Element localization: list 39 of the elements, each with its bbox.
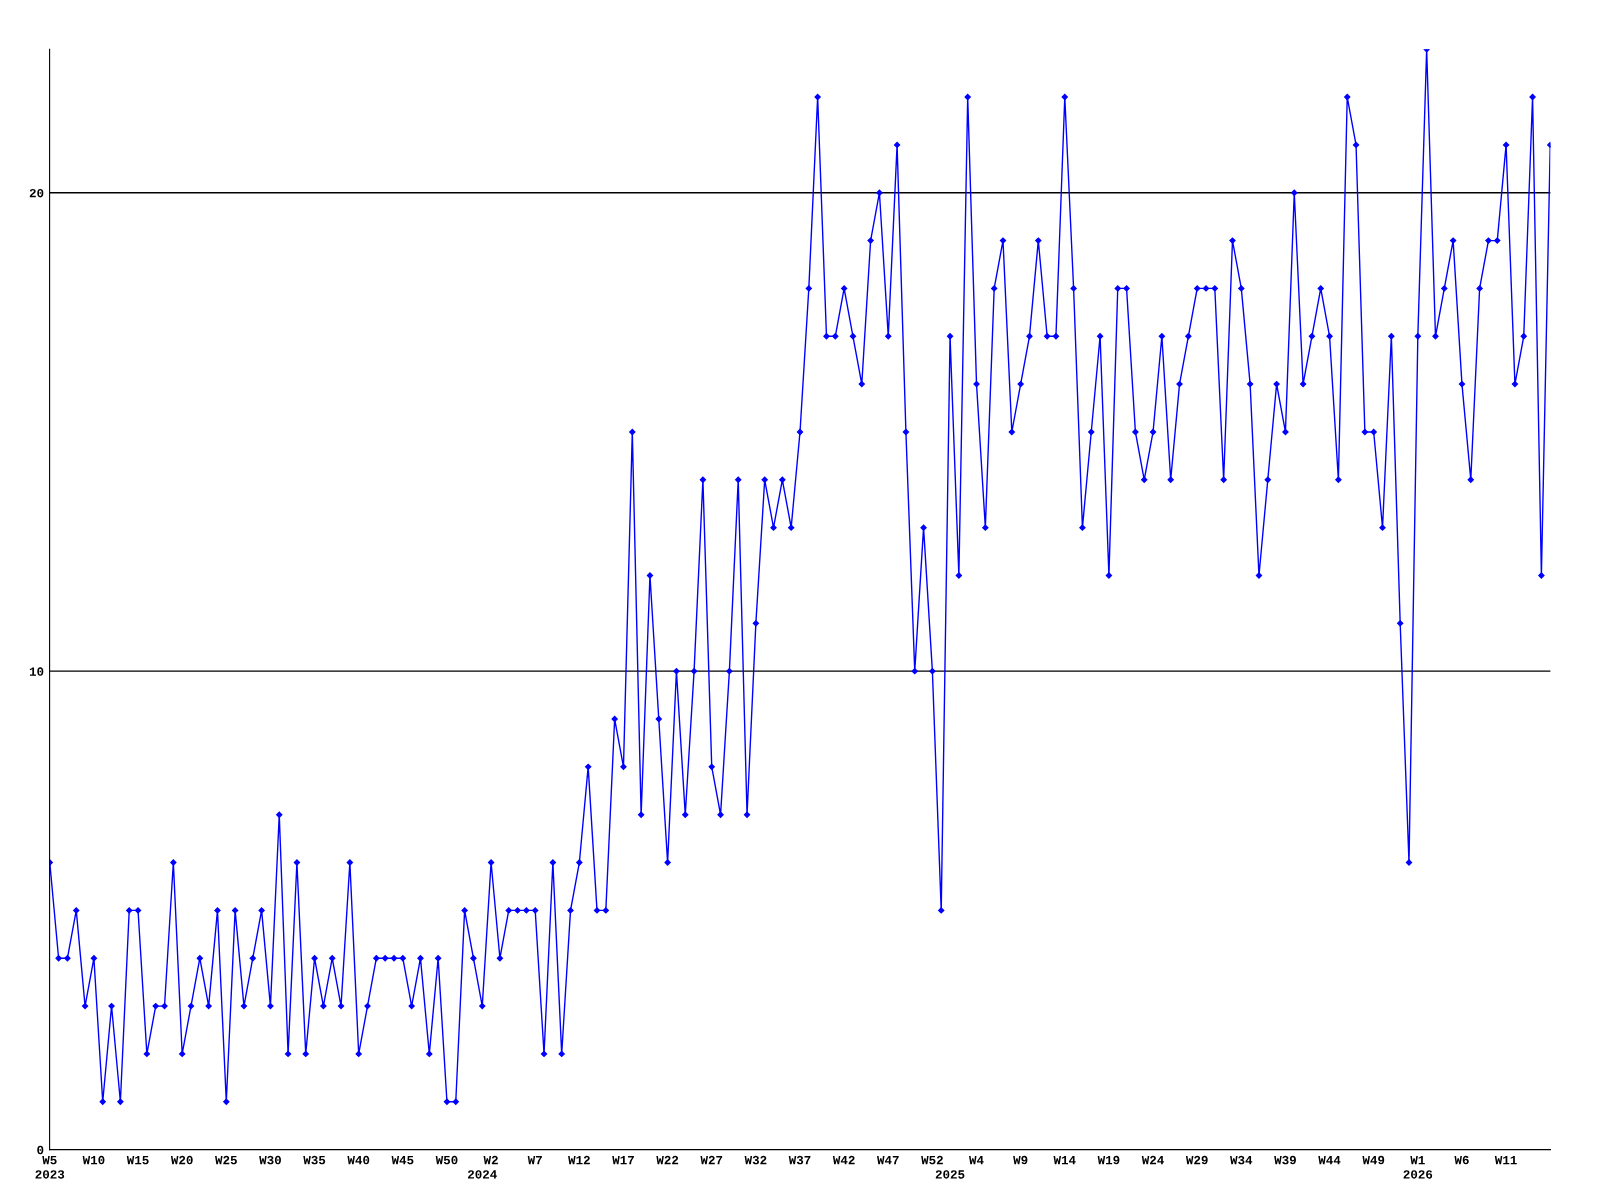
x-tick-label: W22	[656, 1155, 679, 1165]
x-tick-label: W40	[347, 1155, 370, 1165]
x-tick-label: W29	[1185, 1155, 1208, 1165]
x-tick-label: W47	[877, 1155, 899, 1165]
x-tick-label: W7	[527, 1155, 542, 1165]
y-tick-label: 0	[37, 1145, 44, 1155]
x-tick-label: W15	[126, 1155, 149, 1165]
x-tick-label: 2024	[468, 1170, 497, 1179]
x-tick-label: W52	[921, 1155, 943, 1165]
x-tick-label: W17	[612, 1155, 634, 1165]
x-tick-label: W50	[435, 1155, 458, 1165]
x-tick-label: W24	[1141, 1155, 1164, 1165]
x-tick-label: W35	[303, 1155, 326, 1165]
x-tick-label: W32	[744, 1155, 767, 1165]
x-tick-label: W20	[170, 1155, 193, 1165]
x-tick-label: W6	[1454, 1155, 1469, 1165]
x-tick-label: 2025	[935, 1170, 965, 1179]
x-tick-label: W45	[391, 1155, 414, 1165]
x-tick-label: W11	[1494, 1155, 1517, 1165]
x-tick-label: W9	[1013, 1155, 1028, 1165]
x-tick-label: W10	[82, 1155, 105, 1165]
x-tick-label: W44	[1318, 1155, 1341, 1165]
x-tick-label: W12	[568, 1155, 590, 1165]
x-tick-label: W42	[832, 1155, 855, 1165]
x-tick-label: W4	[969, 1155, 984, 1165]
x-tick-label: W5 2023	[35, 1155, 65, 1179]
x-tick-label: W34	[1230, 1155, 1253, 1165]
x-tick-label: W14	[1053, 1155, 1076, 1165]
x-tick-label: W19	[1097, 1155, 1120, 1165]
x-tick-label: W39	[1274, 1155, 1296, 1165]
x-tick-label: W1 2026	[1403, 1155, 1433, 1179]
x-tick-label: W30	[259, 1155, 281, 1165]
x-tick-label: W37	[788, 1155, 811, 1165]
y-tick-label: 10	[29, 667, 44, 676]
x-tick-label: W49	[1362, 1155, 1385, 1165]
x-tick-label: W2	[483, 1155, 498, 1165]
x-tick-label: W25	[215, 1155, 237, 1165]
x-tick-label: W27	[700, 1155, 723, 1165]
y-tick-label: 20	[29, 188, 44, 198]
